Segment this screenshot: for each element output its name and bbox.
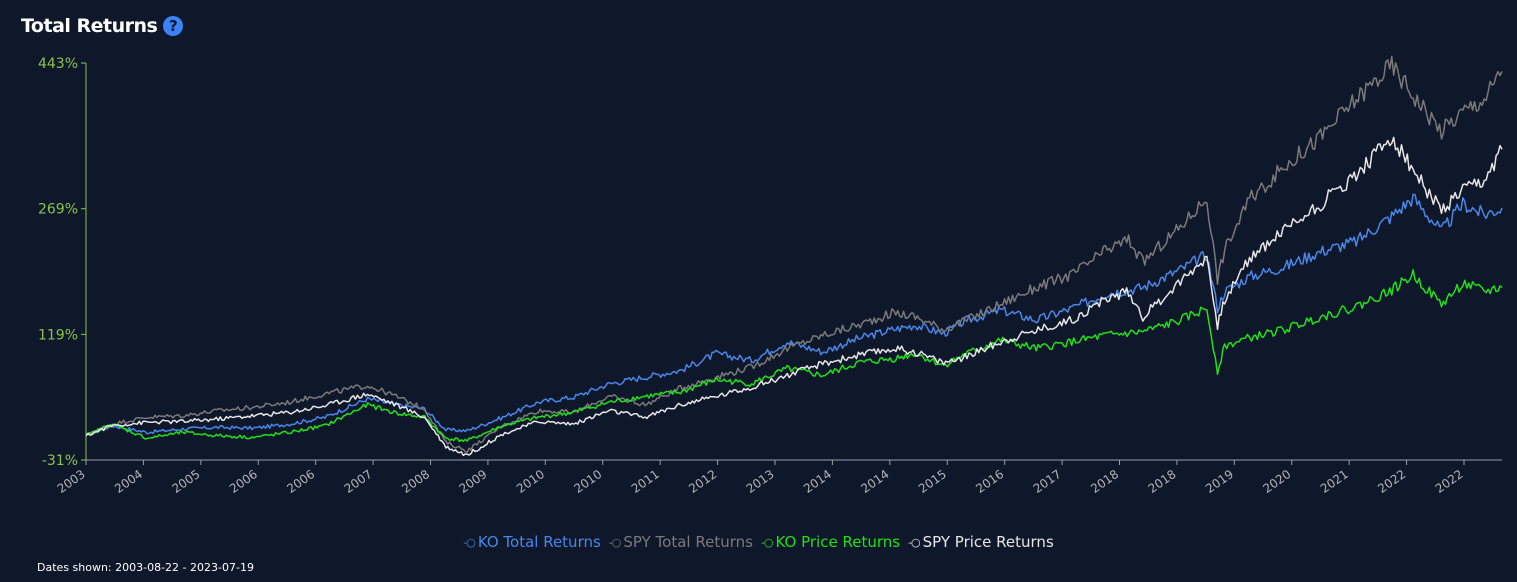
legend-item-ko-price-returns[interactable]: -○ KO Price Returns — [761, 533, 900, 551]
x-tick-label: 2019 — [1203, 467, 1236, 496]
x-tick-label: 2013 — [744, 467, 777, 496]
x-tick-label: 2016 — [973, 467, 1006, 496]
legend-marker-icon: -○ — [908, 535, 921, 549]
x-tick-label: 2010 — [571, 467, 604, 496]
x-tick-label: 2003 — [55, 467, 88, 496]
legend-item-spy-total-returns[interactable]: -○ SPY Total Returns — [609, 533, 753, 551]
x-tick-label: 2020 — [1260, 467, 1293, 496]
x-tick-label: 2021 — [1318, 467, 1351, 496]
series-line-ko-total-returns — [85, 193, 1503, 437]
series-line-ko-price-returns — [85, 269, 1503, 443]
chart-title: Total Returns — [21, 15, 158, 37]
legend-marker-icon: -○ — [760, 535, 774, 549]
legend-label: SPY Total Returns — [623, 533, 753, 551]
x-tick-label: 2011 — [629, 467, 662, 496]
y-tick-label: 119% — [38, 327, 78, 343]
x-tick-label: 2018 — [1088, 467, 1121, 496]
series-line-spy-total-returns — [85, 55, 1503, 454]
y-tick-label: 443% — [38, 56, 78, 72]
y-tick-label: -31% — [42, 453, 78, 469]
x-tick-label: 2022 — [1433, 467, 1466, 496]
legend-item-spy-price-returns[interactable]: -○ SPY Price Returns — [908, 533, 1054, 551]
x-tick-label: 2007 — [342, 467, 375, 496]
x-tick-label: 2015 — [916, 467, 949, 496]
legend-label: KO Price Returns — [775, 533, 901, 551]
line-chart: 443% 269% 119% -31%2003 2004 2005 2006 2006 2007… — [38, 55, 1503, 496]
chart-header: Total Returns ? — [21, 15, 184, 37]
x-tick-label: 2012 — [686, 467, 719, 496]
x-tick-label: 2006 — [227, 467, 260, 496]
help-icon[interactable]: ? — [163, 16, 184, 36]
dates-shown-label: Dates shown: 2003-08-22 - 2023-07-19 — [37, 561, 254, 574]
x-tick-label: 2022 — [1375, 467, 1408, 496]
x-tick-label: 2008 — [399, 467, 432, 496]
x-tick-label: 2014 — [801, 467, 834, 496]
x-tick-label: 2010 — [514, 467, 547, 496]
x-tick-label: 2006 — [284, 467, 317, 496]
legend-label: KO Total Returns — [477, 533, 601, 551]
x-tick-label: 2014 — [859, 467, 892, 496]
x-tick-label: 2005 — [170, 467, 203, 496]
chart-legend: -○ KO Total Returns -○ SPY Total Returns -○ K… — [0, 533, 1517, 551]
x-tick-label: 2009 — [457, 467, 490, 496]
x-tick-label: 2004 — [112, 467, 145, 496]
legend-item-ko-total-returns[interactable]: -○ KO Total Returns — [463, 533, 601, 551]
series-line-spy-price-returns — [85, 136, 1503, 457]
x-tick-label: 2017 — [1031, 467, 1064, 496]
y-tick-label: 269% — [38, 202, 78, 218]
x-tick-label: 2018 — [1146, 467, 1179, 496]
legend-marker-icon: -○ — [608, 535, 622, 549]
legend-marker-icon: -○ — [463, 535, 476, 549]
legend-label: SPY Price Returns — [922, 533, 1054, 551]
